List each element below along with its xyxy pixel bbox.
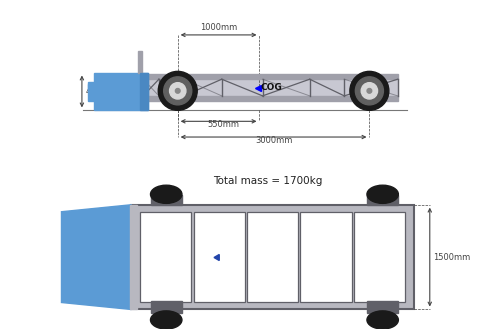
Circle shape: [350, 71, 389, 110]
Bar: [367, 195, 398, 205]
Bar: [88, 82, 94, 90]
Circle shape: [164, 77, 192, 105]
Text: 1000mm: 1000mm: [200, 23, 237, 32]
Circle shape: [361, 83, 378, 99]
Bar: [143, 96, 398, 101]
Bar: [94, 73, 148, 110]
Bar: [140, 73, 148, 110]
Bar: [130, 205, 136, 309]
Bar: [367, 301, 398, 313]
Circle shape: [367, 89, 372, 93]
Bar: [150, 195, 182, 205]
Bar: [88, 84, 94, 101]
Ellipse shape: [367, 185, 398, 204]
Text: 3000mm: 3000mm: [255, 136, 292, 145]
Bar: [143, 79, 398, 96]
Text: 1500mm: 1500mm: [434, 253, 470, 262]
Bar: [194, 212, 245, 302]
Circle shape: [170, 83, 186, 99]
Bar: [300, 212, 352, 302]
Circle shape: [176, 89, 180, 93]
Bar: [143, 74, 398, 79]
Circle shape: [158, 71, 197, 110]
Bar: [138, 50, 141, 73]
Bar: [247, 212, 298, 302]
Bar: [354, 212, 406, 302]
Circle shape: [356, 77, 384, 105]
Bar: [132, 205, 414, 309]
Bar: [150, 301, 182, 313]
Text: 450mm: 450mm: [86, 87, 117, 96]
Bar: [140, 212, 192, 302]
Ellipse shape: [367, 311, 398, 329]
Ellipse shape: [150, 185, 182, 204]
Text: Total mass = 1700kg: Total mass = 1700kg: [213, 176, 322, 186]
Text: 550mm: 550mm: [208, 120, 240, 129]
Polygon shape: [62, 205, 132, 309]
Text: COG: COG: [260, 83, 282, 92]
Ellipse shape: [150, 311, 182, 329]
